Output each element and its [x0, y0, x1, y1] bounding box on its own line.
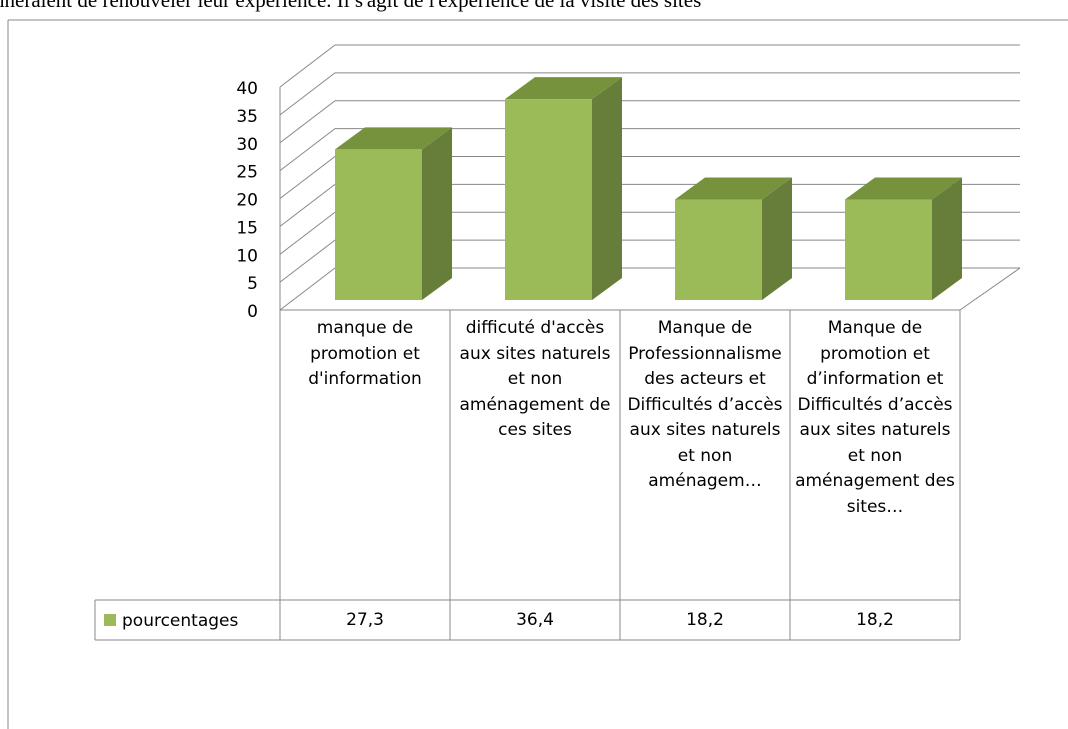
- x-tick-label: Manque de Professionnalisme des acteurs …: [627, 318, 783, 491]
- bar-top: [335, 127, 452, 150]
- bar-side: [932, 177, 962, 300]
- bar: [675, 199, 762, 300]
- bar-side: [422, 127, 452, 300]
- x-tick-label: Manque de promotion et d’information et …: [795, 318, 955, 517]
- y-tick-label: 30: [236, 135, 258, 155]
- data-label: 36,4: [516, 610, 554, 630]
- y-tick-label: 10: [236, 246, 258, 266]
- x-tick-label: difficuté d'accès aux sites naturels et …: [459, 318, 611, 440]
- grid-line: [279, 72, 1020, 116]
- data-label: 27,3: [346, 610, 384, 630]
- bar: [845, 199, 932, 300]
- floor-edge: [959, 267, 1021, 311]
- grid-line: [279, 128, 1020, 172]
- bar-side: [762, 177, 792, 300]
- y-tick-label: 40: [236, 79, 258, 99]
- bar: [335, 149, 422, 300]
- y-tick-label: 0: [247, 302, 258, 322]
- x-tick-label: manque de promotion et d'information: [308, 318, 422, 389]
- grid-line: [279, 44, 1020, 88]
- legend-swatch: [104, 614, 116, 626]
- data-label: 18,2: [686, 610, 724, 630]
- y-tick-label: 15: [236, 218, 258, 238]
- y-tick-label: 35: [236, 107, 258, 127]
- bar: [505, 99, 592, 300]
- grid-line: [279, 100, 1020, 144]
- data-label: 18,2: [856, 610, 894, 630]
- page-text: nheraient de renouveler leur expérience.…: [0, 0, 702, 12]
- legend-label: pourcentages: [122, 611, 238, 631]
- y-tick-label: 25: [236, 163, 258, 183]
- bar-top: [505, 77, 622, 100]
- bar-top: [845, 177, 962, 200]
- bar-top: [675, 177, 792, 200]
- bar-side: [592, 77, 622, 300]
- y-tick-label: 5: [247, 274, 258, 294]
- y-tick-label: 20: [236, 191, 258, 211]
